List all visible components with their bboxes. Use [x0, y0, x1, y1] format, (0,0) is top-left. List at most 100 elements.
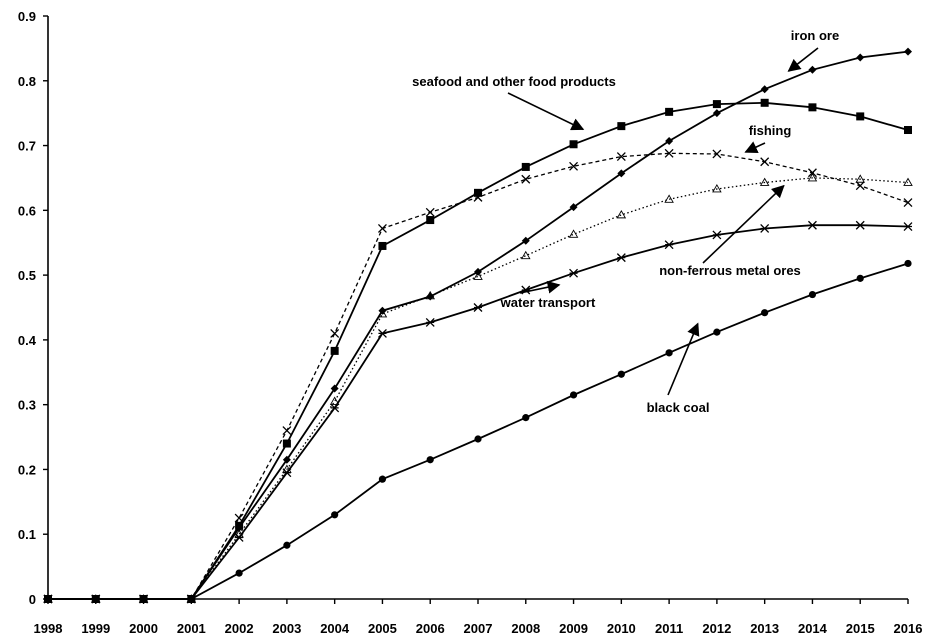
x-tick-label: 2013	[750, 621, 779, 636]
data-point-fishing	[903, 198, 913, 208]
y-tick-label: 0.8	[18, 74, 36, 89]
data-point-iron-ore	[521, 236, 530, 245]
data-point-fishing	[234, 513, 244, 523]
annotation-label-black-coal: black coal	[647, 400, 710, 415]
data-point-black-coal	[378, 475, 387, 483]
data-point-non-ferrous-metal-ores	[807, 173, 818, 182]
x-tick-label: 2002	[225, 621, 254, 636]
data-point-seafood-and-other-food-products	[856, 112, 865, 121]
data-point-non-ferrous-metal-ores	[377, 309, 388, 318]
data-point-iron-ore	[904, 47, 912, 56]
data-point-fishing	[330, 328, 340, 338]
data-point-seafood-and-other-food-products	[426, 216, 435, 225]
data-point-seafood-and-other-food-products	[378, 241, 387, 250]
data-point-non-ferrous-metal-ores	[329, 396, 340, 405]
data-point-non-ferrous-metal-ores	[903, 177, 913, 186]
annotation-label-fishing: fishing	[749, 123, 792, 138]
series-water-transport	[43, 220, 913, 604]
data-point-black-coal	[904, 259, 912, 268]
chart-axes: 0 0.1 0.2 0.3 0.4 0.5 0.6 0.7 0.8 0.9 1998 1999 2000…	[18, 9, 923, 636]
data-point-black-coal	[474, 435, 482, 443]
x-tick-label: 2011	[655, 621, 683, 636]
data-point-seafood-and-other-food-products	[474, 188, 482, 197]
data-point-black-coal	[569, 391, 578, 399]
data-point-iron-ore	[282, 455, 291, 464]
data-point-non-ferrous-metal-ores	[664, 194, 674, 203]
series-black-coal	[44, 259, 912, 603]
series-non-ferrous-metal-ores	[43, 173, 913, 603]
data-point-water-transport	[377, 328, 387, 338]
data-point-water-transport	[234, 533, 244, 542]
data-point-black-coal	[808, 290, 817, 299]
series-line-non-ferrous-metal-ores	[48, 177, 909, 600]
annotation-arrow-non-ferrous-metal-ores	[702, 184, 785, 264]
data-point-black-coal	[713, 328, 721, 336]
data-point-water-transport	[903, 222, 913, 231]
x-tick-label: 2000	[129, 621, 158, 636]
data-point-fishing	[664, 148, 674, 158]
data-point-fishing	[569, 161, 579, 171]
x-tick-label: 2012	[702, 621, 731, 636]
data-point-water-transport	[282, 468, 292, 478]
data-point-seafood-and-other-food-products	[712, 100, 721, 109]
data-point-black-coal	[331, 511, 339, 519]
data-point-iron-ore	[712, 109, 721, 118]
data-point-iron-ore	[569, 203, 578, 212]
data-point-water-transport	[712, 230, 722, 240]
y-tick-label: 0.5	[18, 268, 36, 283]
x-tick-label: 2010	[607, 621, 636, 636]
data-point-iron-ore	[665, 137, 674, 146]
annotation-arrow-black-coal	[667, 322, 700, 396]
data-point-seafood-and-other-food-products	[665, 107, 674, 116]
data-point-non-ferrous-metal-ores	[855, 174, 865, 183]
data-point-black-coal	[283, 541, 291, 549]
data-point-black-coal	[665, 349, 673, 357]
data-point-water-transport	[807, 220, 817, 230]
y-tick-label: 0.2	[18, 462, 36, 477]
annotation-arrow-fishing	[744, 141, 766, 153]
data-point-fishing	[425, 207, 435, 217]
annotation-label-non-ferrous-metal-ores: non-ferrous metal ores	[659, 263, 801, 278]
x-tick-label: 2009	[559, 621, 588, 636]
data-point-black-coal	[761, 309, 769, 317]
annotations: iron ore seafood and other food products f…	[412, 28, 839, 415]
data-point-seafood-and-other-food-products	[282, 439, 291, 448]
data-point-seafood-and-other-food-products	[617, 122, 626, 131]
x-tick-label: 2001	[177, 621, 206, 636]
series-line-water-transport	[48, 224, 909, 600]
data-point-black-coal	[44, 595, 52, 603]
data-point-water-transport	[330, 403, 340, 413]
data-point-black-coal	[856, 274, 864, 282]
data-point-seafood-and-other-food-products	[330, 346, 339, 355]
data-point-non-ferrous-metal-ores	[759, 177, 770, 186]
data-point-non-ferrous-metal-ores	[712, 184, 722, 193]
annotation-label-water-transport: water transport	[500, 295, 596, 310]
data-point-fishing	[807, 168, 817, 178]
data-point-seafood-and-other-food-products	[235, 521, 244, 530]
data-point-iron-ore	[760, 85, 769, 94]
series-seafood-and-other-food-products	[44, 98, 912, 603]
data-point-fishing	[712, 149, 722, 159]
data-point-non-ferrous-metal-ores	[473, 271, 483, 280]
data-point-black-coal	[235, 569, 243, 577]
data-point-water-transport	[425, 317, 435, 327]
data-point-fishing	[760, 157, 770, 167]
y-tick-label: 0.4	[18, 333, 37, 348]
annotation-label-iron-ore: iron ore	[791, 28, 839, 43]
data-point-water-transport	[473, 303, 483, 312]
data-point-black-coal	[617, 370, 625, 378]
y-tick-label: 0.6	[18, 203, 36, 218]
x-tick-label: 2014	[798, 621, 828, 636]
x-tick-label: 2003	[272, 621, 301, 636]
data-point-water-transport	[616, 253, 626, 263]
data-point-fishing	[521, 174, 531, 184]
plot-area	[43, 47, 913, 604]
data-point-black-coal	[522, 414, 530, 422]
annotation-arrow-iron-ore	[787, 47, 819, 72]
data-point-iron-ore	[856, 53, 865, 62]
y-tick-label: 0	[29, 592, 36, 607]
data-point-fishing	[855, 181, 865, 191]
series-line-seafood-and-other-food-products	[48, 101, 909, 600]
x-tick-label: 2005	[368, 621, 397, 636]
